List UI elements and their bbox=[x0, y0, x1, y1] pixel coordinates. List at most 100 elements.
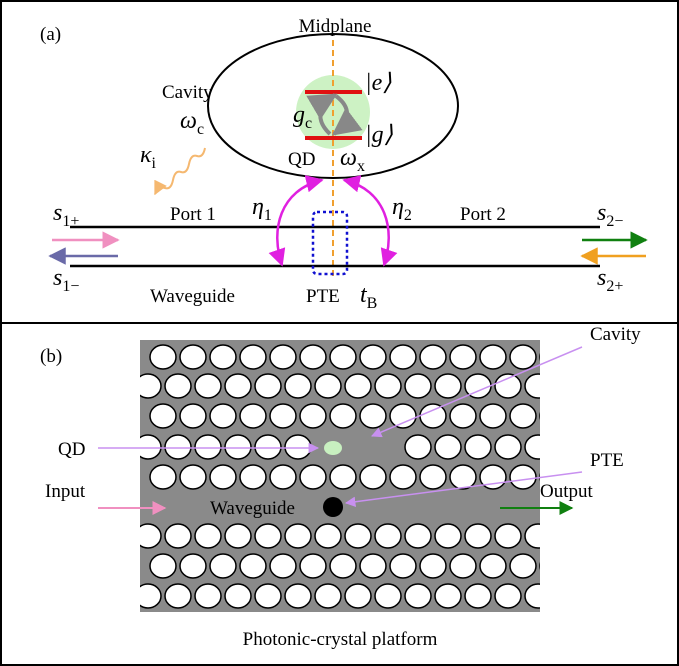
air-hole bbox=[225, 524, 251, 548]
air-hole bbox=[405, 374, 431, 398]
input-label: Input bbox=[45, 481, 86, 502]
air-hole bbox=[540, 404, 566, 428]
air-hole bbox=[300, 465, 326, 489]
pte-defect bbox=[323, 497, 343, 517]
air-hole bbox=[270, 404, 296, 428]
air-hole bbox=[390, 345, 416, 369]
pte-label: PTE bbox=[590, 450, 624, 471]
qd-frequency: ωx bbox=[340, 145, 365, 175]
decay-arrow bbox=[277, 180, 322, 265]
air-hole bbox=[240, 404, 266, 428]
air-hole bbox=[150, 465, 176, 489]
air-hole bbox=[165, 374, 191, 398]
air-hole bbox=[315, 584, 341, 608]
air-hole bbox=[240, 345, 266, 369]
waveguide-label: Waveguide bbox=[210, 498, 295, 519]
transmission-symbol: tB bbox=[360, 282, 377, 312]
air-hole bbox=[510, 404, 536, 428]
air-hole bbox=[225, 435, 251, 459]
air-hole bbox=[135, 435, 161, 459]
air-hole bbox=[240, 465, 266, 489]
air-hole bbox=[390, 404, 416, 428]
air-hole bbox=[435, 435, 461, 459]
decay-rate: η2 bbox=[392, 194, 412, 224]
air-hole bbox=[450, 345, 476, 369]
air-hole bbox=[420, 345, 446, 369]
ground-state: |g⟩ bbox=[365, 122, 394, 148]
air-hole bbox=[150, 554, 176, 578]
port-label: Port 1 bbox=[170, 204, 216, 225]
air-hole bbox=[180, 404, 206, 428]
air-hole bbox=[540, 345, 566, 369]
air-hole bbox=[540, 554, 566, 578]
air-hole bbox=[135, 374, 161, 398]
air-hole bbox=[330, 404, 356, 428]
air-hole bbox=[450, 465, 476, 489]
air-hole bbox=[435, 584, 461, 608]
caption: Photonic-crystal platform bbox=[243, 629, 438, 650]
air-hole bbox=[510, 465, 536, 489]
air-hole bbox=[255, 374, 281, 398]
air-hole bbox=[330, 465, 356, 489]
excited-state: |e⟩ bbox=[365, 70, 392, 96]
air-hole bbox=[480, 554, 506, 578]
air-hole bbox=[345, 524, 371, 548]
loss-rate: κi bbox=[140, 142, 157, 172]
decay-arrow bbox=[344, 180, 389, 265]
decay-rate: η1 bbox=[252, 194, 272, 224]
air-hole bbox=[180, 465, 206, 489]
air-hole bbox=[150, 404, 176, 428]
air-hole bbox=[480, 404, 506, 428]
air-hole bbox=[465, 524, 491, 548]
air-hole bbox=[195, 584, 221, 608]
air-hole bbox=[165, 524, 191, 548]
air-hole bbox=[285, 435, 311, 459]
air-hole bbox=[345, 584, 371, 608]
air-hole bbox=[315, 374, 341, 398]
air-hole bbox=[165, 584, 191, 608]
figure: (a) Midplane |e⟩ |g⟩ gc QD ωx Cavity ωc … bbox=[0, 0, 679, 666]
output-label: Output bbox=[540, 481, 594, 502]
air-hole bbox=[285, 584, 311, 608]
loss-wave bbox=[155, 148, 205, 194]
air-hole bbox=[195, 374, 221, 398]
air-hole bbox=[165, 435, 191, 459]
air-hole bbox=[210, 554, 236, 578]
hole-lattice bbox=[135, 345, 566, 608]
air-hole bbox=[495, 524, 521, 548]
air-hole bbox=[525, 374, 551, 398]
air-hole bbox=[525, 584, 551, 608]
port-label: Port 2 bbox=[460, 204, 506, 225]
pte-label: PTE bbox=[306, 286, 340, 307]
air-hole bbox=[420, 404, 446, 428]
pte-box bbox=[313, 212, 347, 274]
mode-amplitude: s2+ bbox=[597, 265, 623, 295]
air-hole bbox=[195, 435, 221, 459]
air-hole bbox=[255, 435, 281, 459]
air-hole bbox=[405, 584, 431, 608]
air-hole bbox=[300, 404, 326, 428]
air-hole bbox=[435, 374, 461, 398]
air-hole bbox=[450, 404, 476, 428]
air-hole bbox=[510, 554, 536, 578]
air-hole bbox=[150, 345, 176, 369]
air-hole bbox=[285, 374, 311, 398]
air-hole bbox=[390, 465, 416, 489]
air-hole bbox=[300, 345, 326, 369]
air-hole bbox=[210, 404, 236, 428]
waveguide-label: Waveguide bbox=[150, 286, 235, 307]
air-hole bbox=[270, 345, 296, 369]
mode-amplitude: s1− bbox=[53, 265, 79, 295]
air-hole bbox=[450, 554, 476, 578]
air-hole bbox=[210, 345, 236, 369]
air-hole bbox=[525, 435, 551, 459]
air-hole bbox=[360, 404, 386, 428]
cavity-label: Cavity bbox=[162, 82, 213, 103]
air-hole bbox=[525, 524, 551, 548]
mode-amplitude: s1+ bbox=[53, 200, 79, 230]
air-hole bbox=[135, 524, 161, 548]
air-hole bbox=[315, 524, 341, 548]
air-hole bbox=[375, 584, 401, 608]
air-hole bbox=[420, 465, 446, 489]
air-hole bbox=[225, 374, 251, 398]
